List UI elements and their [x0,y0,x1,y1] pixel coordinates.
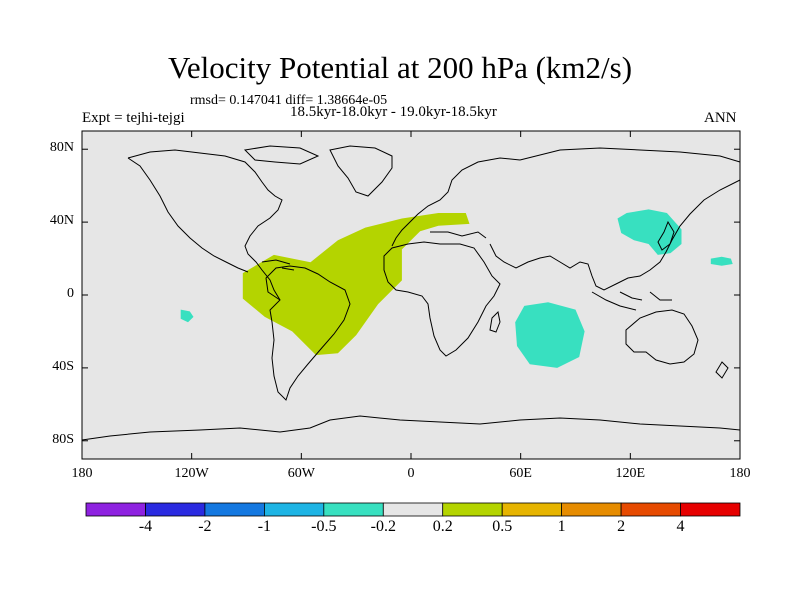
x-tick-label: 180 [729,466,751,481]
coast-europe [391,157,521,247]
axis-ticks [81,131,741,459]
colorbar-swatch [501,502,563,517]
x-tick-label: 60W [287,466,315,481]
x-tick-label: 120E [615,466,646,481]
north-pacific-negative-anomaly [710,256,733,266]
coast-japan [657,220,675,251]
east-asia-negative-anomaly [617,209,682,255]
colorbar-swatch [323,502,384,517]
y-tick-label: 0 [67,286,74,301]
indian-ocean-negative-anomaly [515,302,585,368]
x-tick-label: 180 [71,466,93,481]
atlantic-positive-anomaly [242,213,470,356]
x-tick-label: 0 [407,466,415,481]
colorbar-swatch [204,502,265,517]
experiment-label: Expt = tejhi-tejgi [82,110,185,126]
colorbar-label: -1 [257,518,272,535]
colorbar-swatch [680,502,741,517]
colorbar-label: 2 [617,518,626,535]
period-subtitle: 18.5kyr-18.0kyr - 19.0kyr-18.5kyr [290,104,497,120]
coast-madagascar [489,310,501,333]
coast-south-america [265,265,351,401]
colorbar-swatch [263,502,325,517]
coast-greenland [329,145,393,197]
y-tick-label: 80S [52,431,74,447]
coast-caribbean [261,259,295,271]
colorbar-label: 0.5 [492,518,513,535]
colorbar-label: 0.2 [432,518,453,535]
x-tick-label: 60E [509,466,532,481]
coast-australia [625,309,699,365]
coast-indonesia [591,291,672,311]
colorbar-swatch [442,502,503,517]
y-tick-label: 40S [52,358,74,374]
x-tick-label: 120W [174,466,209,481]
coast-africa [383,241,501,357]
coast-north-america [127,149,283,301]
y-tick-label: 80N [49,140,74,156]
colorbar-label: -2 [198,518,212,535]
coast-arctic-islands [243,145,320,165]
colorbar-swatch [561,502,622,517]
coast-new-zealand [715,361,729,379]
colorbar-swatch [145,502,206,517]
coast-asia [489,147,741,291]
colorbar-swatch [85,502,146,517]
colorbar [85,502,741,517]
colorbar-swatch [620,502,681,517]
colorbar-label: -0.5 [311,518,337,535]
coastlines [81,145,741,441]
y-tick-label: 40N [49,213,74,229]
season-label: ANN [704,110,737,126]
pacific-small-negative-anomaly [180,309,194,323]
coast-antarctica [81,415,741,441]
colorbar-label: -0.2 [370,518,396,535]
plot-title: Velocity Potential at 200 hPa (km2/s) [167,50,633,85]
colorbar-label: 1 [557,518,566,535]
colorbar-label: -4 [138,518,153,535]
anomaly-regions [180,209,733,368]
colorbar-label: 4 [676,518,685,535]
map-background [82,131,740,459]
stats-text: rmsd= 0.147041 diff= 1.38664e-05 [190,93,388,108]
colorbar-swatch [382,502,444,517]
